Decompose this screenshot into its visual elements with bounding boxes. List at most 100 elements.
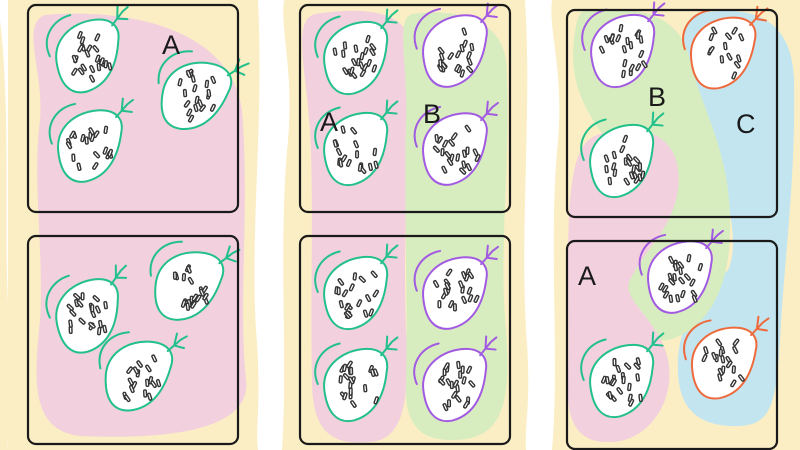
cell-wall-arc xyxy=(45,14,72,58)
rod-bacterium xyxy=(640,170,646,179)
rod-bacterium xyxy=(635,373,640,382)
cell-flagella xyxy=(110,264,128,286)
rod-bacterium xyxy=(103,59,109,69)
rod-bacterium xyxy=(732,345,739,354)
rod-bacterium xyxy=(625,158,633,167)
rod-bacterium xyxy=(731,365,736,374)
rod-bacterium xyxy=(95,305,101,314)
bacteria-cell-icon xyxy=(683,315,770,400)
rod-bacterium xyxy=(94,33,101,42)
rod-bacterium xyxy=(461,27,468,36)
cell-wall-arc xyxy=(314,106,341,149)
rod-bacterium xyxy=(459,69,466,78)
rod-bacterium xyxy=(738,33,745,42)
rod-bacterium xyxy=(675,294,681,303)
rod-bacterium xyxy=(448,139,455,147)
rod-bacterium xyxy=(465,163,472,172)
cell-wall-arc xyxy=(580,338,607,381)
rod-bacterium xyxy=(349,366,354,376)
rod-bacterium xyxy=(603,154,610,163)
rod-bacterium xyxy=(469,42,475,52)
rod-bacterium xyxy=(686,253,692,263)
rod-bacterium xyxy=(466,365,473,374)
rod-bacterium xyxy=(124,394,131,403)
rod-bacterium xyxy=(150,380,157,389)
rod-bacterium xyxy=(725,360,733,369)
rod-bacterium xyxy=(92,162,99,170)
rod-bacterium xyxy=(338,300,344,309)
rod-bacterium xyxy=(628,171,635,180)
panel-1-label-a: A xyxy=(162,30,180,60)
rod-bacterium xyxy=(464,124,472,133)
rod-bacterium xyxy=(185,69,192,78)
rod-bacterium xyxy=(89,133,96,143)
rod-bacterium xyxy=(93,151,101,159)
rod-bacterium xyxy=(447,399,452,408)
bacteria-cell-icon xyxy=(413,335,498,423)
rod-bacterium xyxy=(353,140,359,149)
rod-bacterium xyxy=(210,75,217,84)
rod-bacterium xyxy=(615,364,622,374)
rod-bacterium xyxy=(362,63,369,72)
rod-bacterium xyxy=(468,380,476,388)
rod-bacterium xyxy=(367,162,373,172)
rod-bacterium xyxy=(622,134,628,143)
rod-bacterium xyxy=(449,380,454,390)
bacteria-cell-icon xyxy=(45,264,128,354)
rod-bacterium xyxy=(726,52,733,61)
rod-bacterium xyxy=(190,300,197,309)
rod-bacterium xyxy=(368,308,375,317)
rod-bacterium xyxy=(598,45,605,54)
rod-bacterium xyxy=(711,351,718,361)
panel-1-bottom-box xyxy=(26,234,240,446)
rod-bacterium xyxy=(635,357,641,366)
rod-bacterium xyxy=(432,280,440,288)
rod-bacterium xyxy=(662,290,670,299)
rod-bacterium xyxy=(182,88,188,98)
rod-bacterium xyxy=(370,270,378,279)
rod-bacterium xyxy=(715,338,723,347)
rod-bacterium xyxy=(351,58,358,67)
rod-bacterium xyxy=(465,146,470,155)
rod-bacterium xyxy=(673,263,679,272)
rod-bacterium xyxy=(678,276,686,285)
rod-bacterium xyxy=(612,168,618,177)
panel-3-label-a: A xyxy=(578,261,596,291)
rod-bacterium xyxy=(626,153,633,162)
rod-bacterium xyxy=(79,36,86,45)
rod-bacterium xyxy=(372,368,379,377)
rod-bacterium xyxy=(365,294,372,303)
rod-bacterium xyxy=(73,293,81,301)
rod-bacterium xyxy=(623,177,630,186)
rod-bacterium xyxy=(461,149,468,158)
rod-bacterium xyxy=(627,393,633,403)
rod-bacterium xyxy=(441,165,448,174)
rod-bacterium xyxy=(342,392,348,401)
rod-bacterium xyxy=(459,44,465,53)
panel-3-label-c: C xyxy=(736,109,756,139)
rod-bacterium xyxy=(723,41,728,51)
rod-bacterium xyxy=(668,278,676,286)
rod-bacterium xyxy=(452,303,457,312)
panel-2-label-a: A xyxy=(320,107,338,137)
rod-bacterium xyxy=(362,384,368,393)
rod-bacterium xyxy=(658,282,665,291)
rod-bacterium xyxy=(186,108,193,117)
cell-wall-arc xyxy=(45,274,70,319)
rod-bacterium xyxy=(456,360,461,370)
rod-bacterium xyxy=(612,357,617,367)
rod-bacterium xyxy=(96,327,102,336)
panel-2-bottom-box xyxy=(298,234,512,446)
rod-bacterium xyxy=(711,26,718,35)
rod-bacterium xyxy=(342,363,348,373)
rod-bacterium xyxy=(447,52,454,60)
rod-bacterium xyxy=(94,54,101,63)
rod-bacterium xyxy=(69,309,77,317)
rod-bacterium xyxy=(181,272,187,282)
rod-bacterium xyxy=(353,44,359,53)
bacteria-cell-icon xyxy=(581,1,666,89)
rod-bacterium xyxy=(474,153,481,163)
rod-bacterium xyxy=(466,65,474,74)
rod-bacterium xyxy=(204,79,210,89)
rod-bacterium xyxy=(341,49,346,58)
